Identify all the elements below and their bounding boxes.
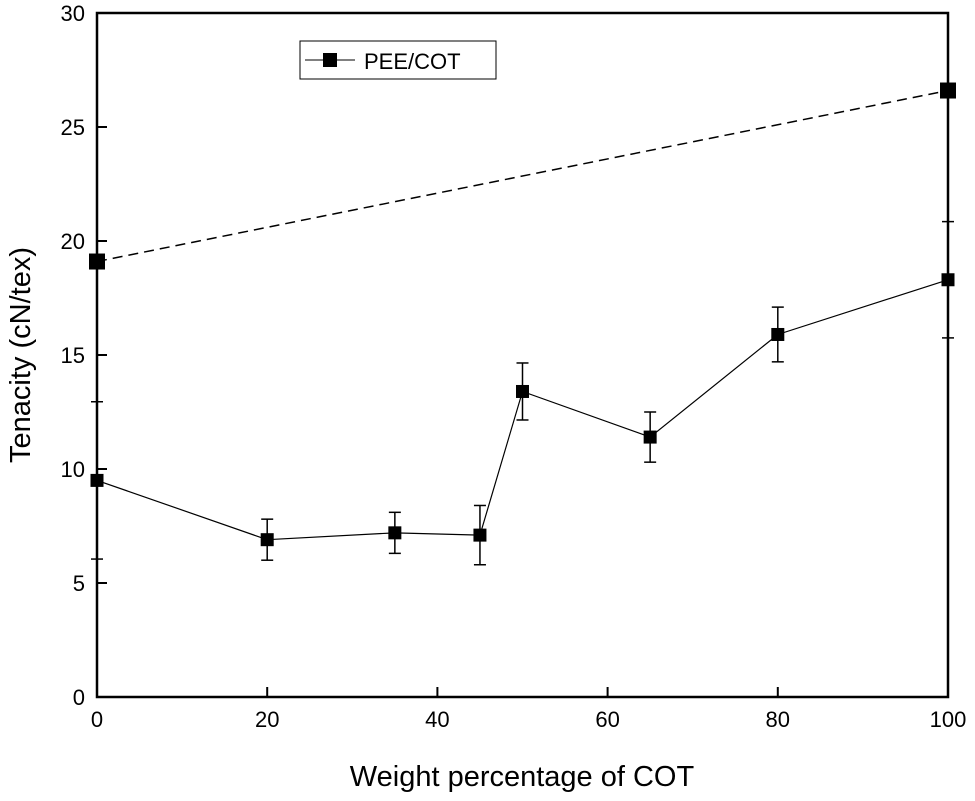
x-tick-label: 60: [595, 707, 619, 732]
x-tick-label: 0: [91, 707, 103, 732]
data-point: [388, 526, 402, 540]
data-point: [643, 430, 657, 444]
data-point: [89, 253, 105, 270]
y-tick-label: 20: [61, 229, 85, 254]
legend-marker: [323, 53, 337, 67]
y-tick-label: 25: [61, 115, 85, 140]
y-tick-label: 15: [61, 343, 85, 368]
series-line: [96, 89, 949, 263]
data-point: [940, 82, 956, 99]
series-line: [96, 279, 949, 541]
data-point: [90, 473, 104, 487]
legend-label: PEE/COT: [364, 49, 461, 74]
x-tick-label: 20: [255, 707, 279, 732]
data-point: [473, 528, 487, 542]
y-axis-label: Tenacity (cN/tex): [5, 247, 37, 463]
y-tick-label: 0: [73, 685, 85, 710]
x-axis-label: Weight percentage of COT: [350, 761, 695, 793]
data-point: [516, 384, 529, 398]
x-tick-label: 40: [425, 707, 449, 732]
data-point: [941, 273, 955, 287]
x-tick-label: 100: [930, 707, 967, 732]
x-tick-label: 80: [766, 707, 790, 732]
data-point: [260, 533, 274, 547]
y-tick-label: 5: [73, 571, 85, 596]
legend: PEE/COT: [299, 40, 497, 80]
y-tick-label: 10: [61, 457, 85, 482]
y-tick-label: 30: [61, 1, 85, 26]
data-point: [771, 327, 785, 341]
